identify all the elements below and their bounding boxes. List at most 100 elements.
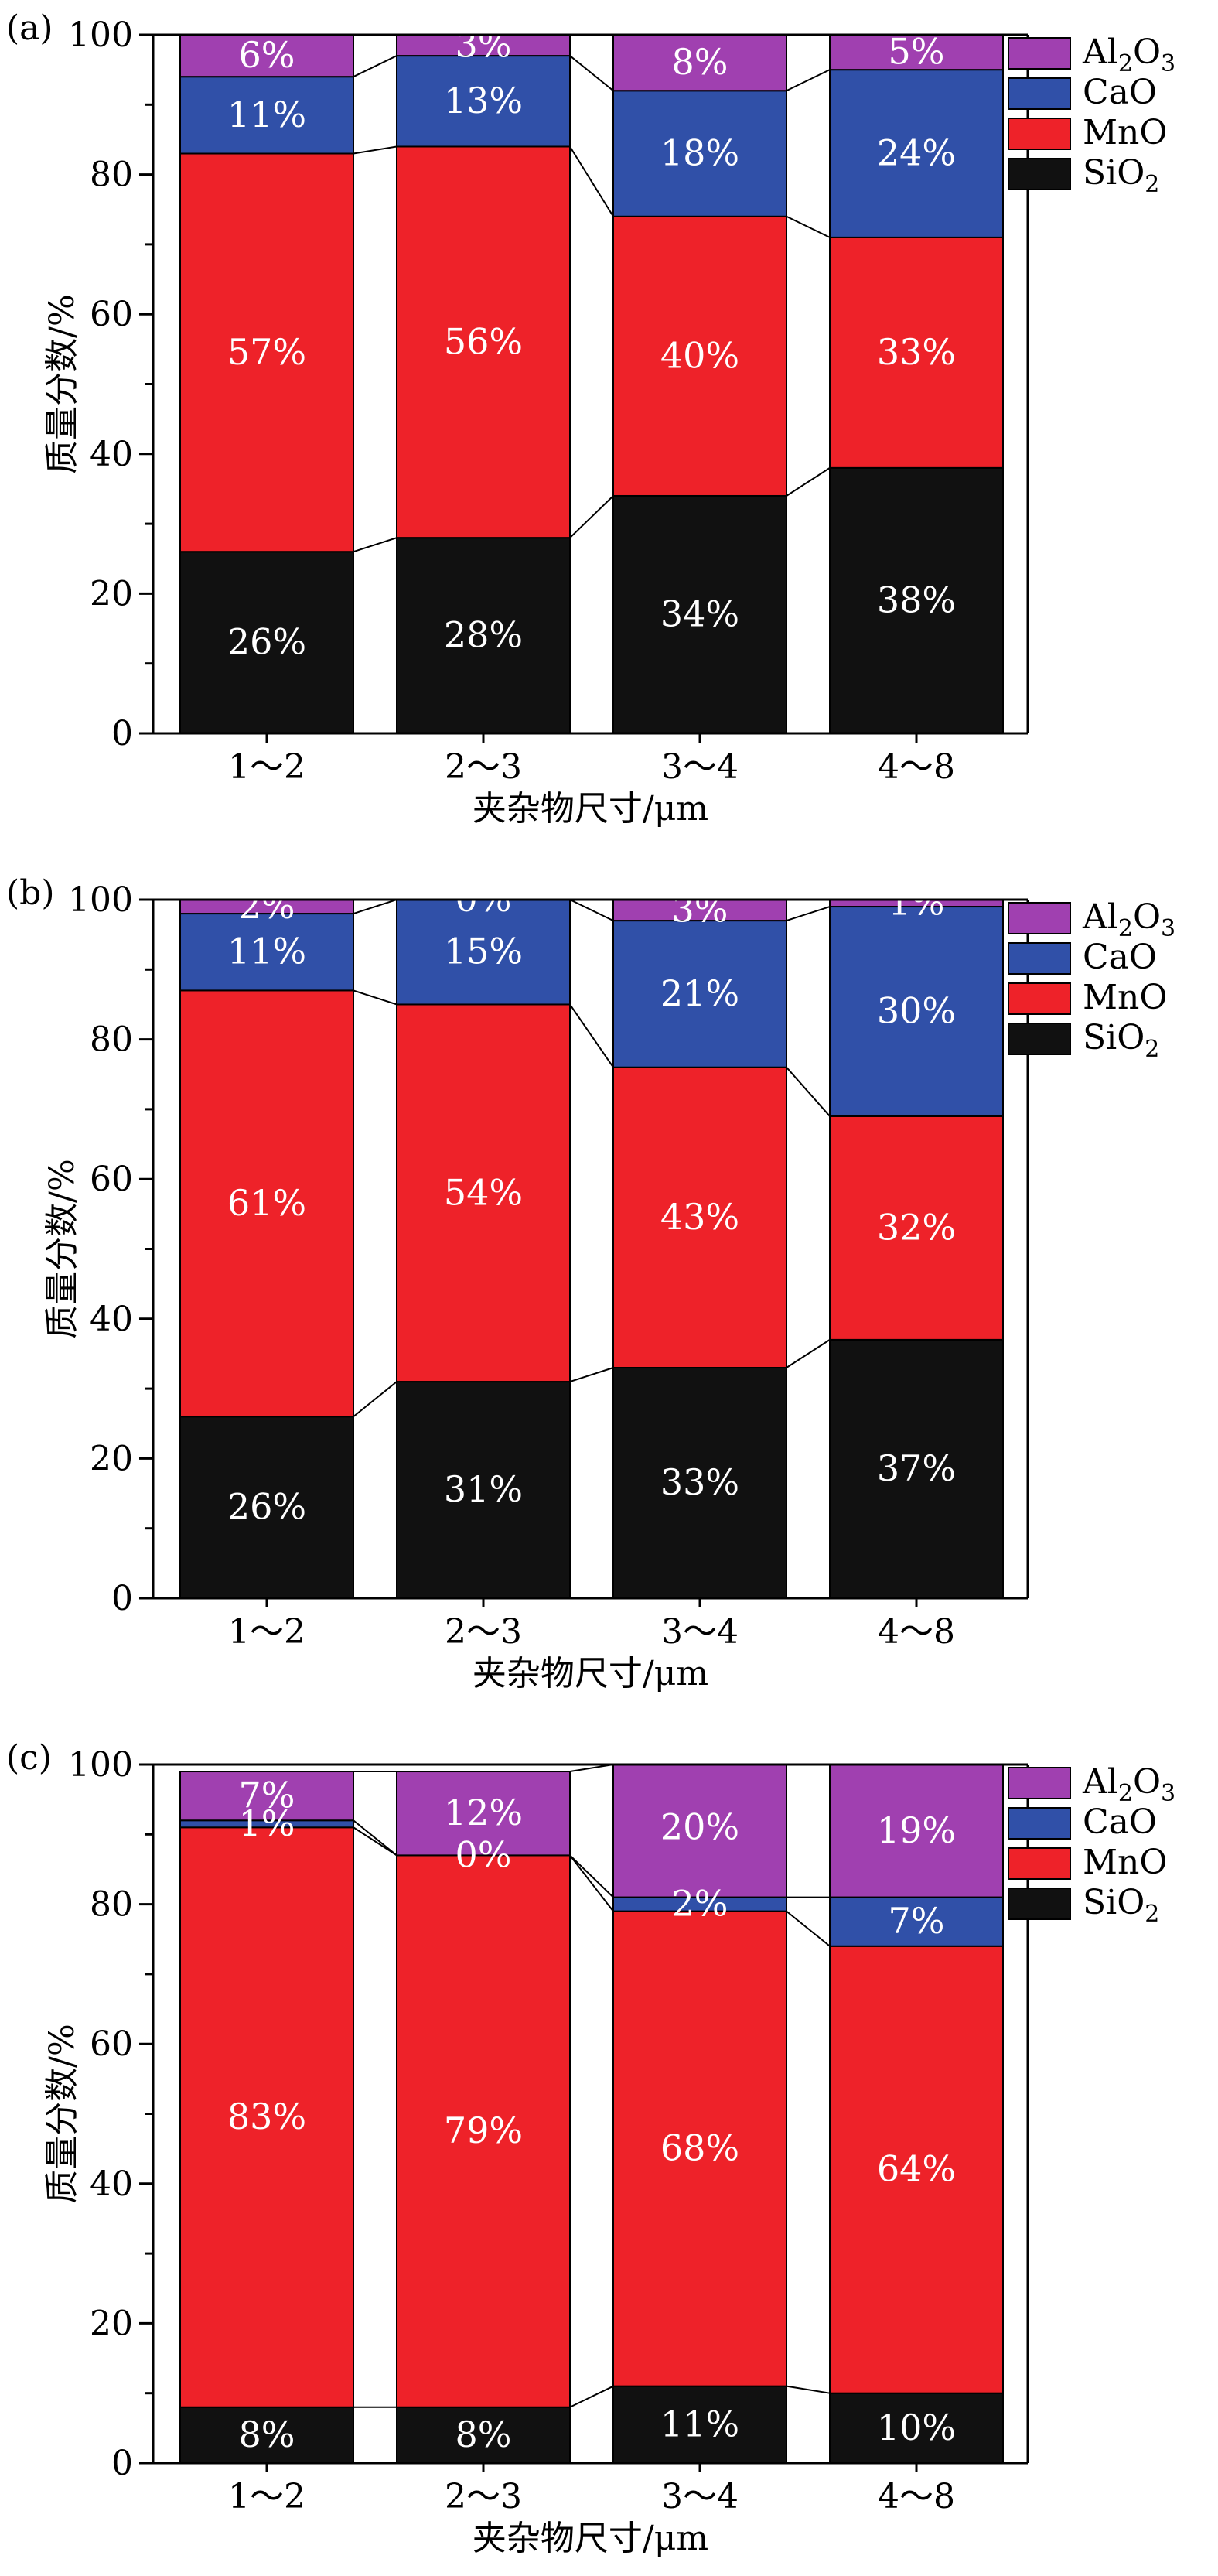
data-label-cao-2: 15% <box>444 931 523 972</box>
data-label-al2o3-4: 1% <box>889 882 945 924</box>
y-tick-label: 0 <box>111 1579 133 1618</box>
bar-al2o3-1 <box>179 1771 354 1822</box>
bar-sio2-4 <box>829 1338 1004 1599</box>
data-label-al2o3-2: 12% <box>444 1792 523 1833</box>
connector-line <box>569 1854 614 1898</box>
data-label-mno-3: 68% <box>660 2127 739 2169</box>
bar-mno-4 <box>829 1115 1004 1341</box>
data-label-cao-4: 7% <box>889 1900 945 1942</box>
y-tick-label: 100 <box>68 1745 133 1785</box>
data-label-sio2-1: 8% <box>239 2414 295 2455</box>
data-label-sio2-4: 38% <box>877 579 956 620</box>
bar-sio2-4 <box>829 466 1004 734</box>
data-label-mno-2: 56% <box>444 320 523 362</box>
data-label-cao-1: 1% <box>239 1802 295 1844</box>
bar-cao-1 <box>179 76 354 155</box>
data-label-sio2-3: 33% <box>660 1461 739 1503</box>
data-label-sio2-4: 37% <box>877 1447 956 1489</box>
y-axis-title: 质量分数/% <box>43 2024 82 2204</box>
y-axis-title: 质量分数/% <box>43 294 82 474</box>
data-label-sio2-2: 28% <box>444 614 523 656</box>
panel-label: (c) <box>6 1738 52 1778</box>
x-tick-label: 1～2 <box>228 2477 305 2516</box>
connector-line <box>786 1910 831 1947</box>
data-label-mno-1: 61% <box>227 1182 306 1224</box>
bar-mno-3 <box>612 1910 787 2387</box>
x-tick-label: 2～3 <box>445 1612 522 1652</box>
connector-line <box>569 1764 614 1773</box>
y-tick-label: 40 <box>90 2164 133 2204</box>
chart-panel-b: 26% 31% 33% 37%61% 54%43% 32%11% 15%21% 30%2% 0%… <box>6 873 1175 1693</box>
data-label-sio2-3: 11% <box>660 2403 739 2444</box>
bar-mno-4 <box>829 236 1004 469</box>
data-label-mno-2: 79% <box>444 2110 523 2151</box>
bar-sio2-1 <box>179 551 354 734</box>
connector-line <box>786 215 831 238</box>
bar-cao-2 <box>396 55 571 148</box>
data-label-sio2-1: 26% <box>227 1486 306 1528</box>
data-label-sio2-2: 31% <box>444 1468 523 1510</box>
bar-sio2-2 <box>396 1381 571 1599</box>
connector-line <box>786 1339 831 1368</box>
legend-label-mno: MnO <box>1083 113 1167 152</box>
bar-sio2-2 <box>396 537 571 734</box>
bar-mno-4 <box>829 1945 1004 2394</box>
y-tick-label: 100 <box>68 880 133 920</box>
data-label-mno-3: 43% <box>660 1196 739 1238</box>
x-tick-label: 4～8 <box>878 2477 955 2516</box>
y-tick-label: 0 <box>111 714 133 753</box>
data-label-mno-1: 83% <box>227 2096 306 2137</box>
bar-al2o3-2 <box>396 1771 571 1857</box>
legend-swatch-al2o3 <box>1008 902 1071 934</box>
connector-line <box>353 899 397 915</box>
bar-mno-1 <box>179 1826 354 2408</box>
data-label-al2o3-1: 6% <box>239 34 295 76</box>
bar-al2o3-4 <box>829 34 1004 71</box>
connector-line <box>569 55 614 92</box>
y-tick-label: 0 <box>111 2444 133 2483</box>
legend-swatch-mno <box>1008 1847 1071 1880</box>
legend-swatch-cao <box>1008 77 1071 110</box>
x-tick-label: 3～4 <box>661 1612 739 1652</box>
connector-line <box>786 2385 831 2394</box>
connector-line <box>569 495 614 538</box>
data-label-al2o3-3: 20% <box>660 1806 739 1847</box>
x-tick-label: 2～3 <box>445 747 522 787</box>
data-label-al2o3-4: 19% <box>877 1809 956 1851</box>
x-tick-label: 3～4 <box>661 747 739 787</box>
legend-label-mno: MnO <box>1083 978 1167 1017</box>
data-label-cao-3: 2% <box>672 1883 728 1925</box>
bar-al2o3-1 <box>179 34 354 78</box>
y-tick-label: 40 <box>90 1300 133 1339</box>
y-tick-label: 60 <box>90 2024 133 2064</box>
connector-line <box>569 1003 614 1068</box>
data-label-cao-4: 24% <box>877 132 956 174</box>
data-label-mno-4: 33% <box>877 331 956 373</box>
legend-label-al2o3: Al2O3 <box>1082 897 1175 942</box>
connector-line <box>786 467 831 497</box>
y-tick-label: 100 <box>68 15 133 55</box>
legend-swatch-al2o3 <box>1008 37 1071 70</box>
bar-sio2-1 <box>179 2406 354 2465</box>
data-label-mno-3: 40% <box>660 334 739 376</box>
data-label-mno-4: 64% <box>877 2148 956 2190</box>
connector-line <box>786 1067 831 1117</box>
x-axis-title: 夹杂物尺寸/μm <box>473 2519 708 2558</box>
data-label-sio2-3: 34% <box>660 593 739 634</box>
connector-line <box>569 899 614 921</box>
connector-line <box>569 1367 614 1383</box>
legend-swatch-cao <box>1008 942 1071 975</box>
legend-swatch-mno <box>1008 982 1071 1015</box>
y-tick-label: 20 <box>90 1439 133 1478</box>
connector-line <box>569 2385 614 2408</box>
bar-cao-4 <box>829 69 1004 238</box>
legend-label-cao: CaO <box>1083 1802 1157 1842</box>
connector-line <box>353 1819 397 1857</box>
bar-mno-1 <box>179 152 354 553</box>
bar-cao-2 <box>396 899 571 1006</box>
y-axis-title: 质量分数/% <box>43 1159 82 1339</box>
x-tick-label: 1～2 <box>228 1612 305 1652</box>
bar-al2o3-3 <box>612 34 787 92</box>
bar-al2o3-3 <box>612 1764 787 1898</box>
bar-mno-3 <box>612 1066 787 1369</box>
